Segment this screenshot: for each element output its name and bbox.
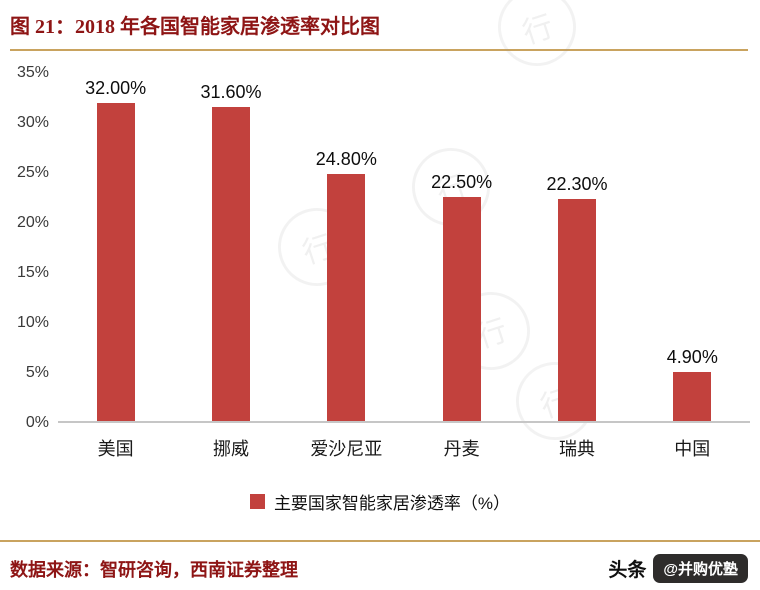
bar-column: 24.80% — [289, 73, 404, 421]
x-category-label: 美国 — [97, 439, 134, 459]
figure-header: 图 21：2018 年各国智能家居渗透率对比图 — [0, 0, 760, 51]
bar — [211, 106, 250, 421]
legend: 主要国家智能家居渗透率（%） — [0, 489, 760, 514]
bar-column: 22.30% — [519, 73, 634, 421]
bar-value-label: 31.60% — [200, 81, 262, 102]
legend-swatch — [249, 494, 265, 509]
y-axis: 35% 30% 25% 20% 15% 10% 5% 0% — [16, 64, 49, 431]
figure-title: 图 21：2018 年各国智能家居渗透率对比图 — [10, 16, 380, 38]
bar-column: 32.00% — [58, 73, 173, 421]
bar-column: 4.90% — [635, 73, 750, 421]
source-divider — [0, 540, 760, 542]
figure-footer: 数据来源：智研咨询，西南证券整理 头条 @并购优塾 — [0, 542, 760, 583]
bar — [557, 199, 596, 421]
toutiao-logo-text: 头条 — [608, 560, 647, 581]
bar-column: 31.60% — [173, 73, 288, 421]
toutiao-watermark: 头条 @并购优塾 — [608, 554, 748, 583]
bar — [442, 197, 481, 421]
plot-area: 32.00% 31.60% 24.80% 22.50% 22.30% 4.90% — [58, 73, 750, 423]
bar-column: 22.50% — [404, 73, 519, 421]
x-category-label: 瑞典 — [558, 439, 595, 459]
x-category-label: 挪威 — [212, 439, 249, 459]
x-category-label: 中国 — [674, 439, 711, 459]
bar — [96, 102, 135, 421]
bar-chart: 35% 30% 25% 20% 15% 10% 5% 0% 32.00% 31.60% 24.80… — [0, 51, 760, 431]
bar-value-label: 22.50% — [431, 172, 493, 193]
title-divider — [10, 49, 748, 51]
bar-value-label: 32.00% — [85, 77, 147, 98]
x-axis-labels: 美国 挪威 爱沙尼亚 丹麦 瑞典 中国 — [58, 423, 750, 461]
bar — [327, 174, 366, 421]
legend-label: 主要国家智能家居渗透率（%） — [273, 494, 511, 513]
bar-value-label: 24.80% — [315, 149, 377, 170]
data-source-text: 数据来源：智研咨询，西南证券整理 — [10, 559, 298, 580]
x-category-label: 爱沙尼亚 — [310, 439, 383, 459]
bar-value-label: 4.90% — [666, 347, 718, 368]
x-category-label: 丹麦 — [443, 439, 480, 459]
bar — [673, 372, 712, 421]
bar-value-label: 22.30% — [546, 174, 608, 195]
brand-badge: @并购优塾 — [653, 554, 748, 583]
